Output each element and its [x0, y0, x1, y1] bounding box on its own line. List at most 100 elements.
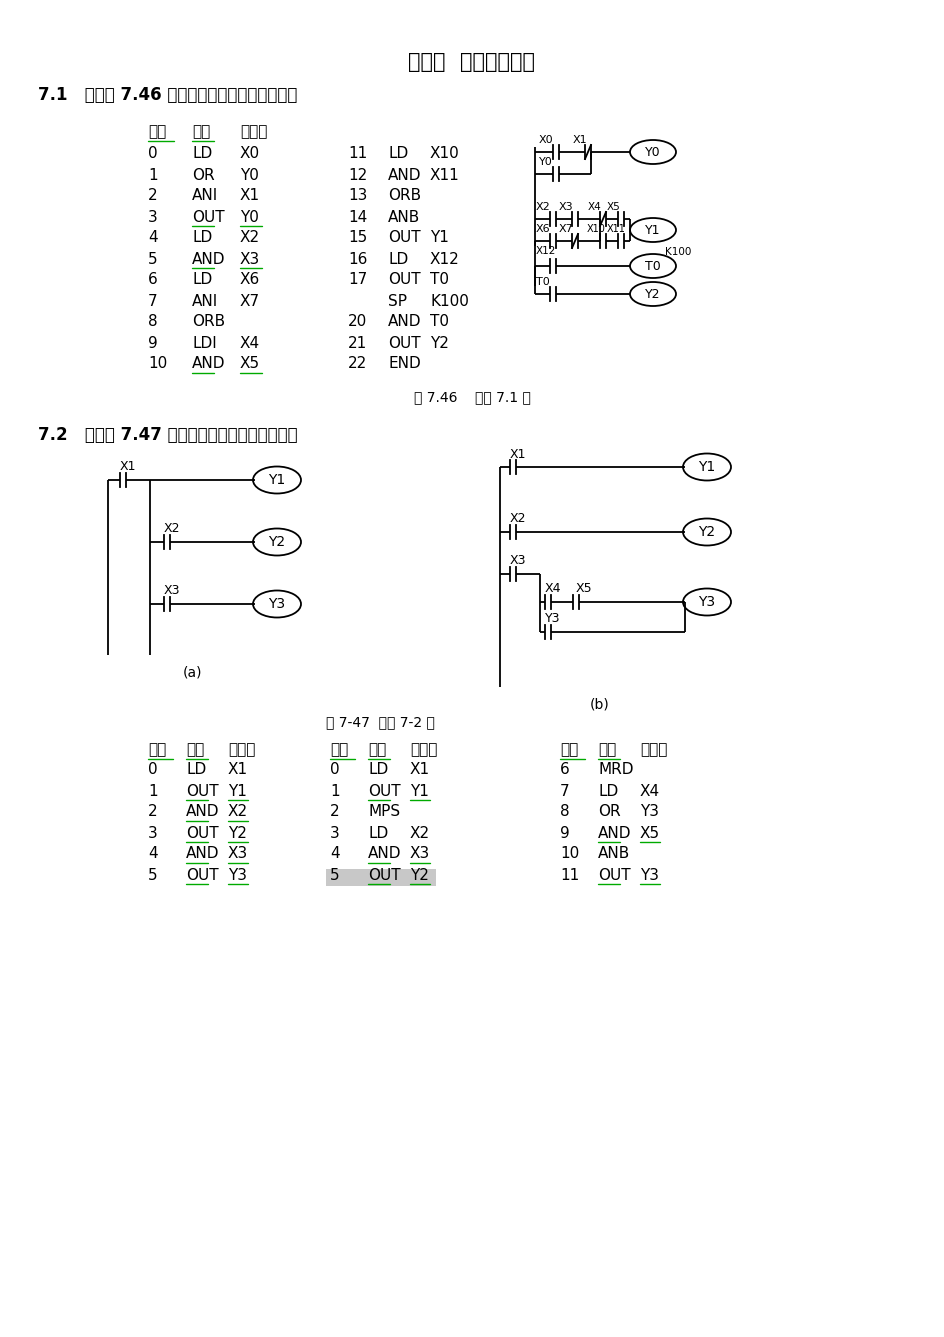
Text: X5: X5	[240, 357, 260, 372]
Text: Y3: Y3	[268, 598, 285, 611]
Text: 11: 11	[347, 147, 367, 162]
Text: X5: X5	[606, 202, 620, 213]
Text: SP: SP	[388, 294, 407, 309]
Text: X0: X0	[538, 135, 553, 144]
Text: 22: 22	[347, 357, 367, 372]
Text: MRD: MRD	[598, 762, 632, 778]
Text: X0: X0	[240, 147, 260, 162]
Text: 20: 20	[347, 314, 367, 329]
Text: LD: LD	[367, 762, 388, 778]
Text: 0: 0	[148, 147, 158, 162]
Text: X4: X4	[587, 202, 601, 213]
Text: 11: 11	[560, 868, 579, 882]
Text: X2: X2	[228, 805, 248, 820]
Text: Y1: Y1	[430, 230, 448, 246]
Text: 6: 6	[560, 762, 569, 778]
Text: OUT: OUT	[388, 336, 420, 350]
Text: X3: X3	[559, 202, 573, 213]
Text: ANI: ANI	[192, 294, 218, 309]
Text: LD: LD	[192, 230, 212, 246]
Text: 0: 0	[329, 762, 339, 778]
Text: 步序: 步序	[148, 124, 166, 139]
Text: Y1: Y1	[410, 783, 429, 798]
Text: Y3: Y3	[228, 868, 246, 882]
Text: 3: 3	[329, 825, 340, 841]
Text: X4: X4	[240, 336, 260, 350]
Text: X11: X11	[430, 167, 460, 182]
Text: X11: X11	[606, 225, 625, 234]
Text: X2: X2	[410, 825, 430, 841]
Text: Y1: Y1	[228, 783, 246, 798]
Text: Y3: Y3	[698, 595, 715, 608]
Text: ANI: ANI	[192, 189, 218, 203]
Text: 7: 7	[560, 783, 569, 798]
Text: AND: AND	[192, 357, 226, 372]
Text: 3: 3	[148, 210, 158, 225]
Text: X3: X3	[164, 583, 180, 596]
Text: X7: X7	[559, 225, 573, 234]
Text: Y0: Y0	[645, 146, 660, 159]
Text: X3: X3	[228, 846, 248, 861]
Text: Y2: Y2	[645, 287, 660, 301]
Text: OUT: OUT	[388, 273, 420, 287]
Text: (a): (a)	[183, 666, 203, 681]
Text: 5: 5	[329, 868, 339, 882]
Text: 8: 8	[560, 805, 569, 820]
Text: 5: 5	[148, 868, 158, 882]
Text: OUT: OUT	[367, 868, 400, 882]
Text: X3: X3	[240, 251, 260, 266]
Text: LDI: LDI	[192, 336, 216, 350]
Text: X1: X1	[240, 189, 260, 203]
Text: Y0: Y0	[240, 167, 259, 182]
Text: X2: X2	[510, 512, 526, 525]
Text: ANB: ANB	[388, 210, 420, 225]
Text: X12: X12	[430, 251, 460, 266]
Text: T0: T0	[535, 277, 549, 287]
Text: 指令: 指令	[367, 742, 386, 758]
Text: 4: 4	[148, 846, 158, 861]
Text: 7.2   写出图 7.47 所示梯形图对应的指令程序。: 7.2 写出图 7.47 所示梯形图对应的指令程序。	[38, 427, 297, 444]
Text: X3: X3	[510, 555, 526, 567]
Text: 14: 14	[347, 210, 367, 225]
Text: 10: 10	[560, 846, 579, 861]
Text: OUT: OUT	[367, 783, 400, 798]
Text: X10: X10	[586, 225, 605, 234]
Text: 图 7-47  习题 7-2 图: 图 7-47 习题 7-2 图	[326, 715, 434, 729]
Text: X10: X10	[430, 147, 460, 162]
Text: Y0: Y0	[240, 210, 259, 225]
Text: 1: 1	[148, 167, 158, 182]
Text: 2: 2	[148, 189, 158, 203]
Text: MPS: MPS	[367, 805, 399, 820]
Text: 6: 6	[148, 273, 158, 287]
Text: AND: AND	[388, 314, 421, 329]
Text: 5: 5	[148, 251, 158, 266]
Text: X1: X1	[510, 448, 526, 460]
Text: X6: X6	[535, 225, 550, 234]
Text: 器件号: 器件号	[410, 742, 437, 758]
Text: LD: LD	[192, 147, 212, 162]
Text: 17: 17	[347, 273, 367, 287]
Text: X12: X12	[535, 246, 556, 255]
Text: OUT: OUT	[186, 825, 218, 841]
Text: LD: LD	[598, 783, 617, 798]
Text: Y2: Y2	[430, 336, 448, 350]
Text: X5: X5	[639, 825, 660, 841]
Text: 9: 9	[148, 336, 158, 350]
Text: 9: 9	[560, 825, 569, 841]
Text: LD: LD	[192, 273, 212, 287]
Text: Y0: Y0	[538, 156, 552, 167]
Text: AND: AND	[186, 805, 219, 820]
Text: X2: X2	[535, 202, 550, 213]
Text: Y1: Y1	[698, 460, 715, 475]
Text: OUT: OUT	[186, 783, 218, 798]
Text: 2: 2	[329, 805, 339, 820]
Text: X1: X1	[120, 460, 136, 473]
Text: 指令: 指令	[192, 124, 210, 139]
Text: T0: T0	[430, 314, 448, 329]
Text: Y2: Y2	[698, 525, 715, 539]
Text: X4: X4	[639, 783, 660, 798]
Text: 7.1   写出图 7.46 所示梯形图对应的指令程序。: 7.1 写出图 7.46 所示梯形图对应的指令程序。	[38, 86, 297, 104]
Text: 3: 3	[148, 825, 158, 841]
Text: X2: X2	[164, 521, 180, 535]
Text: 4: 4	[329, 846, 339, 861]
